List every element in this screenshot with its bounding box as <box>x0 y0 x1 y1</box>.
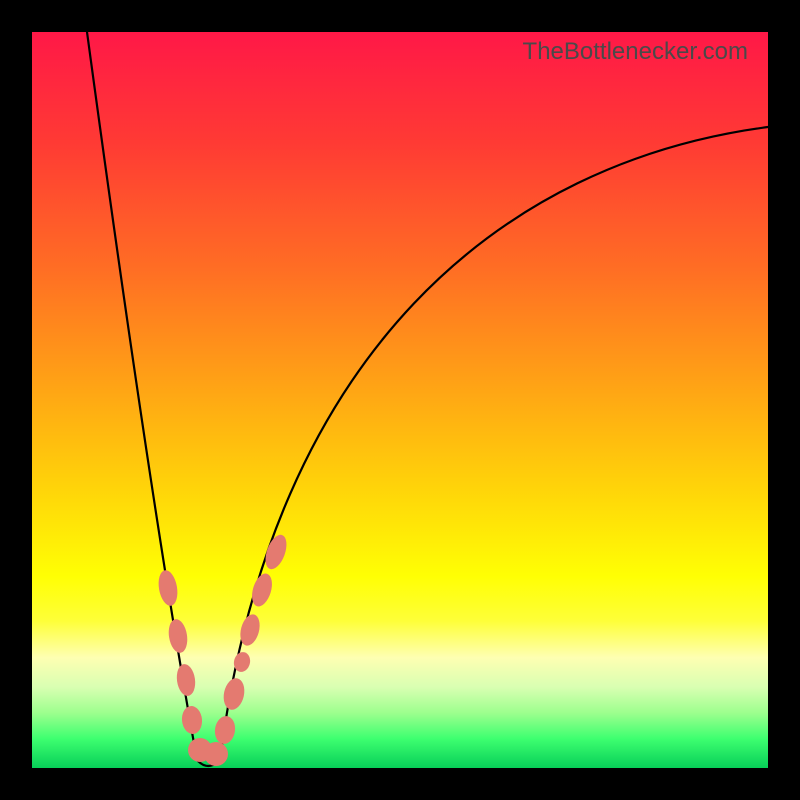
plot-area <box>32 32 768 768</box>
curve-svg <box>32 32 768 768</box>
bead-5 <box>204 742 228 766</box>
attribution-text: TheBottlenecker.com <box>523 38 748 66</box>
chart-frame: TheBottlenecker.com <box>0 0 800 800</box>
